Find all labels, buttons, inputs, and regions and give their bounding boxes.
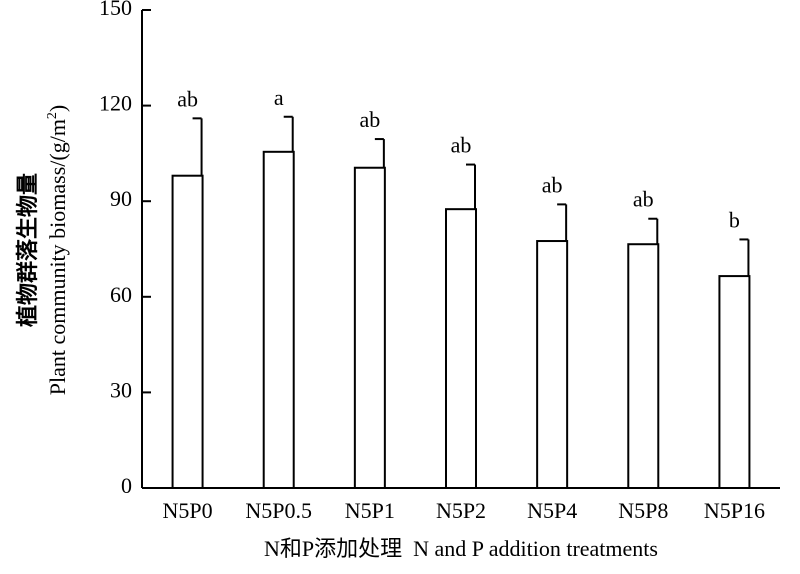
y-tick-label: 150	[99, 0, 132, 20]
significance-label: ab	[177, 86, 198, 111]
y-tick-label: 0	[121, 473, 132, 498]
x-tick-label: N5P16	[704, 498, 765, 523]
significance-label: ab	[542, 172, 563, 197]
significance-label: ab	[359, 107, 380, 132]
x-axis-title: N和P添加处理 N and P addition treatments	[264, 536, 658, 561]
significance-label: ab	[451, 133, 472, 158]
y-tick-label: 120	[99, 91, 132, 116]
significance-label: a	[274, 85, 284, 110]
significance-label: b	[729, 207, 740, 232]
significance-labels: ab a ab ab ab ab b	[177, 85, 740, 233]
bar	[445, 208, 477, 490]
y-axis-title-english: Plant community biomass/(g/m2)	[45, 105, 70, 396]
bar	[627, 243, 660, 489]
y-tick-label: 30	[110, 377, 132, 402]
x-tick-label: N5P4	[527, 498, 577, 523]
y-tick-label: 90	[110, 186, 132, 211]
error-bars	[192, 115, 750, 277]
y-axis-title-english-close: )	[45, 105, 70, 112]
bar	[536, 240, 569, 489]
y-axis: 0 30 60 90 120 150	[99, 0, 151, 498]
y-axis-title-superscript: 2	[45, 112, 60, 119]
y-tick-label: 60	[110, 282, 132, 307]
category-labels: N5P0 N5P0.5 N5P1 N5P2 N5P4 N5P8 N5P16	[163, 498, 765, 523]
x-tick-label: N5P8	[618, 498, 668, 523]
x-tick-label: N5P0	[163, 498, 213, 523]
y-axis-title-chinese: 植物群落生物量	[15, 173, 40, 327]
bar	[718, 275, 751, 489]
bar	[171, 174, 204, 489]
bar	[353, 166, 386, 490]
bar	[262, 150, 295, 489]
x-tick-label: N5P2	[436, 498, 486, 523]
bars	[171, 150, 751, 490]
x-tick-label: N5P0.5	[245, 498, 312, 523]
y-axis-title-english-main: Plant community biomass/(g/m	[45, 119, 70, 395]
x-tick-label: N5P1	[345, 498, 395, 523]
significance-label: ab	[633, 187, 654, 212]
